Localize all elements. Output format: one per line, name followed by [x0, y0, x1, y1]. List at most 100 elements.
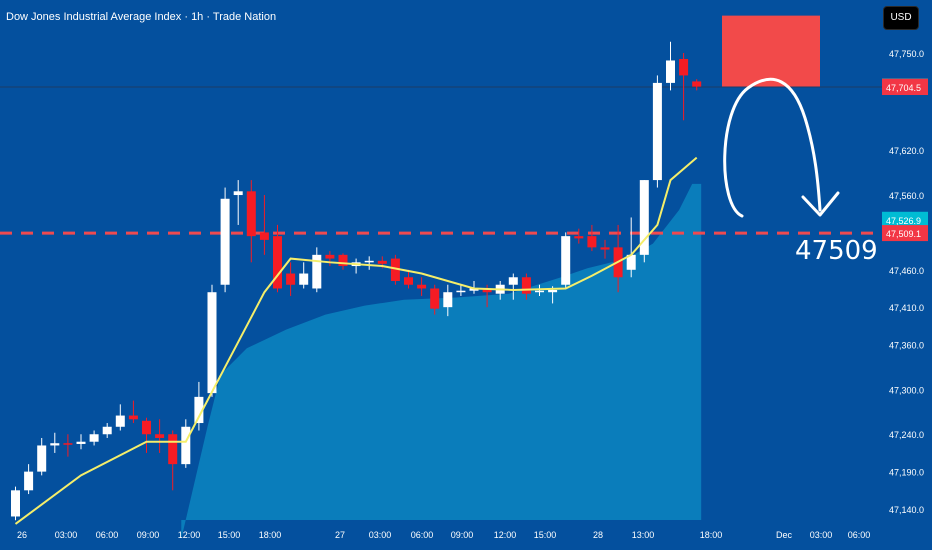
x-tick-label: 12:00 — [178, 530, 201, 540]
price-tags: 47,705.347,704.547,526.947,509.1 — [882, 78, 928, 242]
candle-body — [652, 82, 662, 181]
x-tick-label: 03:00 — [55, 530, 78, 540]
candle-body — [561, 236, 571, 285]
candle-body — [142, 420, 151, 435]
candle-body — [338, 254, 348, 267]
candle-body — [76, 441, 86, 444]
y-tick-label: 47,620.0 — [889, 146, 924, 156]
projection-arrow-head — [801, 191, 840, 217]
x-tick-label: 06:00 — [96, 530, 119, 540]
x-tick-label: 13:00 — [632, 530, 655, 540]
candle — [587, 224, 597, 252]
price-tag-label: 47,526.9 — [886, 216, 921, 226]
candle — [76, 434, 86, 450]
x-tick-label: 09:00 — [137, 530, 160, 540]
candle — [574, 228, 584, 244]
price-tag: 47,526.9 — [882, 211, 928, 228]
candle-body — [128, 415, 138, 420]
candle — [456, 284, 466, 296]
candle-body — [417, 284, 427, 289]
candle-body — [626, 254, 636, 270]
candle — [639, 180, 649, 263]
candle — [286, 262, 296, 296]
candle — [24, 464, 34, 495]
y-tick-label: 47,240.0 — [889, 430, 924, 440]
candle-body — [115, 415, 125, 427]
candle-body — [37, 445, 47, 472]
candle — [246, 180, 256, 263]
candle-body — [89, 434, 99, 442]
candle-body — [430, 288, 440, 309]
candle — [194, 381, 204, 431]
candle-body — [469, 288, 479, 291]
candle — [666, 41, 675, 91]
x-tick-label: 18:00 — [700, 530, 723, 540]
x-tick-label: 06:00 — [411, 530, 434, 540]
currency-button[interactable]: USD — [883, 6, 919, 30]
candle-body — [325, 254, 335, 259]
candle-body — [181, 426, 191, 465]
y-tick-label: 47,460.0 — [889, 266, 924, 276]
x-tick-label: 09:00 — [451, 530, 474, 540]
candle — [50, 432, 60, 453]
candle-body — [521, 277, 531, 294]
candle-body — [50, 443, 60, 446]
candle — [181, 419, 191, 468]
candle-body — [246, 191, 256, 237]
candle-body — [639, 180, 649, 255]
candle — [535, 284, 544, 296]
candle-body — [404, 277, 413, 285]
candle — [115, 404, 125, 431]
price-tag-label: 47,509.1 — [886, 229, 921, 239]
candle-body — [443, 292, 453, 308]
candle — [168, 430, 178, 491]
candle-body — [155, 434, 165, 438]
candle-body — [299, 273, 309, 285]
x-tick-label: 26 — [17, 530, 27, 540]
candle-body — [666, 60, 675, 83]
candle — [233, 180, 243, 225]
candle — [220, 187, 230, 293]
candle-body — [535, 290, 544, 293]
target-price-label: 47509 — [795, 236, 878, 266]
candle — [469, 281, 479, 294]
price-tag-label: 47,704.5 — [886, 83, 921, 93]
y-tick-label: 47,300.0 — [889, 385, 924, 395]
candle-body — [482, 288, 492, 293]
candle — [692, 79, 702, 91]
y-axis-labels: 47,140.0 47,190.0 47,240.0 47,300.0 47,360.0… — [889, 49, 924, 515]
candle — [390, 254, 400, 285]
candle-body — [574, 236, 584, 239]
candle-body — [679, 58, 689, 76]
price-tag: 47,704.5 — [882, 79, 928, 96]
candle-body — [377, 260, 387, 264]
candle — [128, 400, 138, 424]
moving-average-line — [14, 156, 698, 525]
candle — [142, 417, 151, 453]
candle — [417, 277, 427, 296]
candle-body — [456, 290, 466, 293]
x-axis-labels: 26 03:00 06:00 09:00 12:00 15:00 18:00 27 03:00 0… — [17, 530, 870, 540]
candle-body — [259, 232, 269, 240]
x-tick-label: 03:00 — [369, 530, 392, 540]
price-tag-bg — [882, 225, 928, 242]
candle — [561, 232, 571, 289]
candle — [626, 217, 636, 278]
x-tick-label: 27 — [335, 530, 345, 540]
projection-arrow-curve — [723, 77, 822, 218]
y-tick-label: 47,750.0 — [889, 49, 924, 59]
price-tag: 47,509.1 — [882, 225, 928, 242]
candle — [652, 75, 662, 188]
candle-body — [63, 443, 73, 445]
candle — [443, 284, 453, 317]
x-tick-label: 03:00 — [810, 530, 833, 540]
candle-body — [390, 258, 400, 281]
candle-body — [508, 277, 518, 285]
trade-zones-layer — [0, 15, 882, 235]
candle — [37, 437, 47, 476]
candle-body — [286, 273, 296, 285]
stop-loss-zone — [722, 15, 820, 88]
candle-body — [548, 289, 558, 293]
candle-body — [11, 490, 20, 517]
